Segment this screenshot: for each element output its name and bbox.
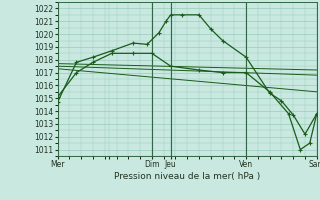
X-axis label: Pression niveau de la mer( hPa ): Pression niveau de la mer( hPa ) [114, 172, 260, 181]
